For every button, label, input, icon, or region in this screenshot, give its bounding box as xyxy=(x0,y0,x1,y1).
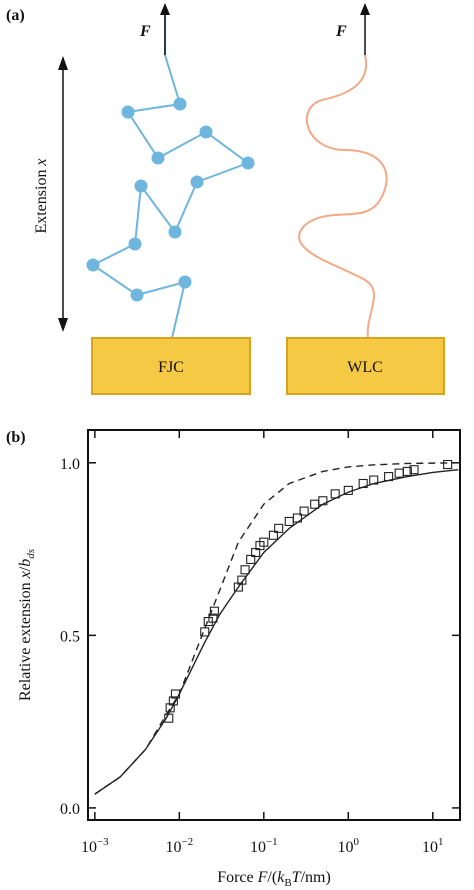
label-part: B xyxy=(284,877,291,889)
label-part: /nm) xyxy=(301,869,331,886)
extension-label: Extension x xyxy=(33,158,50,233)
data-point xyxy=(274,523,284,533)
x-tick-label: 10−3 xyxy=(81,836,109,856)
x-tick-label: 10−2 xyxy=(165,836,193,856)
fjc-box xyxy=(91,337,251,395)
force-arrow xyxy=(160,3,170,55)
data-point xyxy=(284,516,294,527)
data-point xyxy=(409,465,419,475)
plot-frame xyxy=(87,429,461,821)
label-part: Relative extension xyxy=(17,578,34,701)
data-point xyxy=(259,537,269,547)
data-point xyxy=(209,606,219,616)
data-point xyxy=(443,459,453,470)
data-point xyxy=(246,554,256,564)
label-part: b xyxy=(17,559,34,567)
force-label: F xyxy=(139,23,151,40)
label-part: ds xyxy=(25,549,37,559)
fjc-chain xyxy=(86,12,255,339)
force-label: F xyxy=(335,23,347,40)
y-tick-label: 0.0 xyxy=(60,801,80,818)
y-axis-label: Relative extension x/bds xyxy=(17,549,37,701)
label-part: x xyxy=(17,571,34,579)
wlc-chain xyxy=(298,54,388,339)
label-part: Force xyxy=(217,869,257,886)
data-point xyxy=(268,530,278,540)
x-tick-label: 101 xyxy=(422,836,444,856)
label-part: / xyxy=(17,566,34,571)
data-point xyxy=(310,499,320,509)
data-point xyxy=(237,575,247,585)
data-point xyxy=(200,627,210,637)
label-part: x xyxy=(33,158,50,166)
box-label: FJC xyxy=(158,359,184,376)
y-tick-label: 1.0 xyxy=(60,456,80,473)
data-point xyxy=(394,468,404,478)
label-part: k xyxy=(277,869,285,886)
label-part: Extension xyxy=(33,166,50,234)
x-tick-label: 10−1 xyxy=(250,836,278,856)
panel-label: (b) xyxy=(6,429,26,446)
data-point xyxy=(402,466,412,476)
x-axis-label: Force F/(kBT/nm) xyxy=(217,869,331,889)
data-point xyxy=(299,506,309,516)
label-part: T xyxy=(292,869,302,886)
panel-label: (a) xyxy=(6,7,25,24)
fjc-curve xyxy=(94,462,459,795)
data-point xyxy=(240,565,250,575)
label-part: F xyxy=(257,869,268,886)
force-arrow xyxy=(360,3,370,55)
extension-arrow xyxy=(58,56,68,332)
x-tick-label: 100 xyxy=(338,836,360,856)
y-tick-label: 0.5 xyxy=(60,628,80,645)
wlc-curve xyxy=(94,468,459,795)
wlc-box xyxy=(286,337,445,395)
data-point xyxy=(208,613,218,623)
box-label: WLC xyxy=(347,359,383,376)
label-part: /( xyxy=(267,869,277,886)
